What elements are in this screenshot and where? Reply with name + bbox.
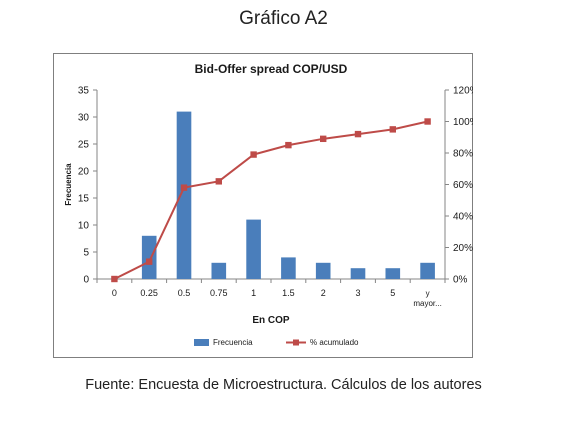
cumulative-marker <box>354 130 362 138</box>
y-tick-label-left: 20 <box>78 167 90 178</box>
cumulative-marker <box>320 135 327 143</box>
figure-heading: Gráfico A2 <box>239 8 328 29</box>
bar <box>141 235 157 279</box>
x-tick-label: 0 <box>112 288 117 298</box>
bar <box>420 262 435 279</box>
cumulative-marker <box>111 275 118 283</box>
y-tick-label-right: 60% <box>453 180 473 191</box>
x-tick-label: 1 <box>251 288 256 298</box>
cumulative-marker <box>389 126 396 133</box>
legend-label-frecuencia: Frecuencia <box>213 338 253 347</box>
chart-title: Bid-Offer spread COP/USD <box>195 62 348 76</box>
cumulative-marker <box>285 141 292 149</box>
bar <box>281 257 296 279</box>
x-tick-label: 0.5 <box>178 288 191 298</box>
legend-swatch-frecuencia <box>194 339 209 346</box>
y-tick-label-right: 40% <box>453 212 473 223</box>
y-tick-label-left: 35 <box>78 86 90 97</box>
bar <box>350 268 366 279</box>
y-tick-label-right: 80% <box>453 149 473 160</box>
x-axis-label: En COP <box>252 315 290 326</box>
x-tick-label: mayor... <box>413 299 441 308</box>
cumulative-line <box>113 120 428 280</box>
x-tick-label: 2 <box>321 288 326 298</box>
y-axis-label: Frecuencia <box>64 163 73 206</box>
x-tick-label: 3 <box>355 288 360 298</box>
y-tick-label-left: 15 <box>78 194 90 205</box>
x-tick-label: 0.25 <box>140 288 158 298</box>
spread-chart: Bid-Offer spread COP/USD051015202530350%… <box>64 62 473 347</box>
x-tick-label: 5 <box>390 288 395 298</box>
bar <box>246 219 261 279</box>
y-tick-label-left: 0 <box>83 275 89 286</box>
figure-caption: Fuente: Encuesta de Microestructura. Cál… <box>85 377 482 393</box>
legend-marker-acumulado <box>293 339 299 346</box>
bar <box>315 262 331 279</box>
y-tick-label-right: 20% <box>453 243 473 254</box>
bar <box>385 268 401 279</box>
y-tick-label-left: 10 <box>78 221 90 232</box>
cumulative-marker <box>250 151 257 158</box>
x-tick-label: y <box>426 289 430 298</box>
y-tick-label-left: 30 <box>78 113 90 124</box>
y-tick-label-left: 25 <box>78 140 90 151</box>
legend-label-acumulado: % acumulado <box>310 338 359 347</box>
bar <box>211 262 227 279</box>
y-tick-label-left: 5 <box>83 248 89 259</box>
x-tick-label: 1.5 <box>282 288 295 298</box>
cumulative-marker <box>215 178 222 185</box>
chart-frame <box>53 53 473 358</box>
x-tick-label: 0.75 <box>210 288 228 298</box>
y-tick-label-right: 100% <box>453 117 473 128</box>
bar <box>176 111 192 279</box>
cumulative-marker <box>424 118 431 125</box>
cumulative-marker <box>180 184 188 191</box>
cumulative-marker <box>146 258 153 265</box>
y-tick-label-right: 120% <box>453 86 473 97</box>
y-tick-label-right: 0% <box>453 275 468 286</box>
